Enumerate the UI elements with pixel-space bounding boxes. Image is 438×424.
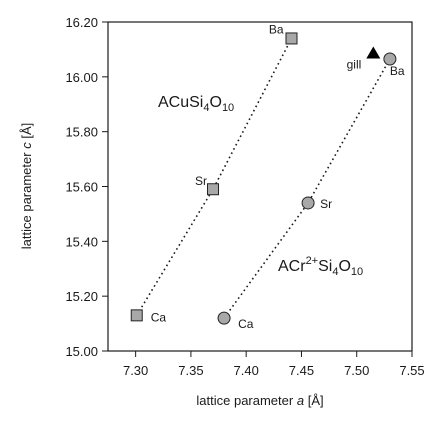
point-labels: Ca Sr Ba Ca Sr Ba gill xyxy=(151,22,405,331)
trend-lines xyxy=(136,38,391,319)
x-tick-label-5: 7.55 xyxy=(399,363,424,378)
x-tick-label-1: 7.35 xyxy=(178,363,203,378)
y-tick-label-2: 15.40 xyxy=(65,234,98,249)
x-axis-label: lattice parameter a [Å] xyxy=(196,393,323,408)
point-label-gill: gill xyxy=(347,58,362,72)
y-axis-label: lattice parameter c [Å] xyxy=(19,123,34,249)
series-formula-cu: ACuSi4O10 xyxy=(158,94,234,114)
point-label-1-ca: Ca xyxy=(238,317,254,331)
x-tick-label-2: 7.40 xyxy=(234,363,259,378)
x-tick-label-0: 7.30 xyxy=(123,363,148,378)
trend-line-0 xyxy=(136,38,293,316)
marker-gill-triangle xyxy=(366,46,381,59)
marker-1-ba xyxy=(383,52,397,66)
y-tick-label-3: 15.60 xyxy=(65,180,98,195)
x-tick-label-3: 7.45 xyxy=(289,363,314,378)
point-label-1-ba: Ba xyxy=(390,64,405,78)
series-formula-cr: ACr2+Si4O10 xyxy=(278,255,363,278)
data-markers xyxy=(130,32,397,325)
point-label-0-ca: Ca xyxy=(151,310,167,324)
x-tick-label-4: 7.50 xyxy=(344,363,369,378)
marker-1-sr xyxy=(301,196,315,210)
marker-0-sr xyxy=(207,183,220,196)
marker-0-ca xyxy=(130,309,143,322)
axis-ticks: 7.30 7.35 7.40 7.45 7.50 7.55 15.00 15.20 15.40 1… xyxy=(65,15,424,378)
point-label-1-sr: Sr xyxy=(320,197,332,211)
marker-1-ca xyxy=(217,311,231,325)
y-tick-label-0: 15.00 xyxy=(65,344,98,359)
marker-0-ba xyxy=(285,32,298,45)
point-label-0-sr: Sr xyxy=(195,174,207,188)
y-tick-label-5: 16.00 xyxy=(65,70,98,85)
point-label-0-ba: Ba xyxy=(269,22,284,36)
y-tick-label-4: 15.80 xyxy=(65,125,98,140)
plot-frame xyxy=(107,21,413,352)
y-tick-label-6: 16.20 xyxy=(65,15,98,30)
y-tick-label-1: 15.20 xyxy=(65,289,98,304)
trend-line-1 xyxy=(223,58,391,319)
